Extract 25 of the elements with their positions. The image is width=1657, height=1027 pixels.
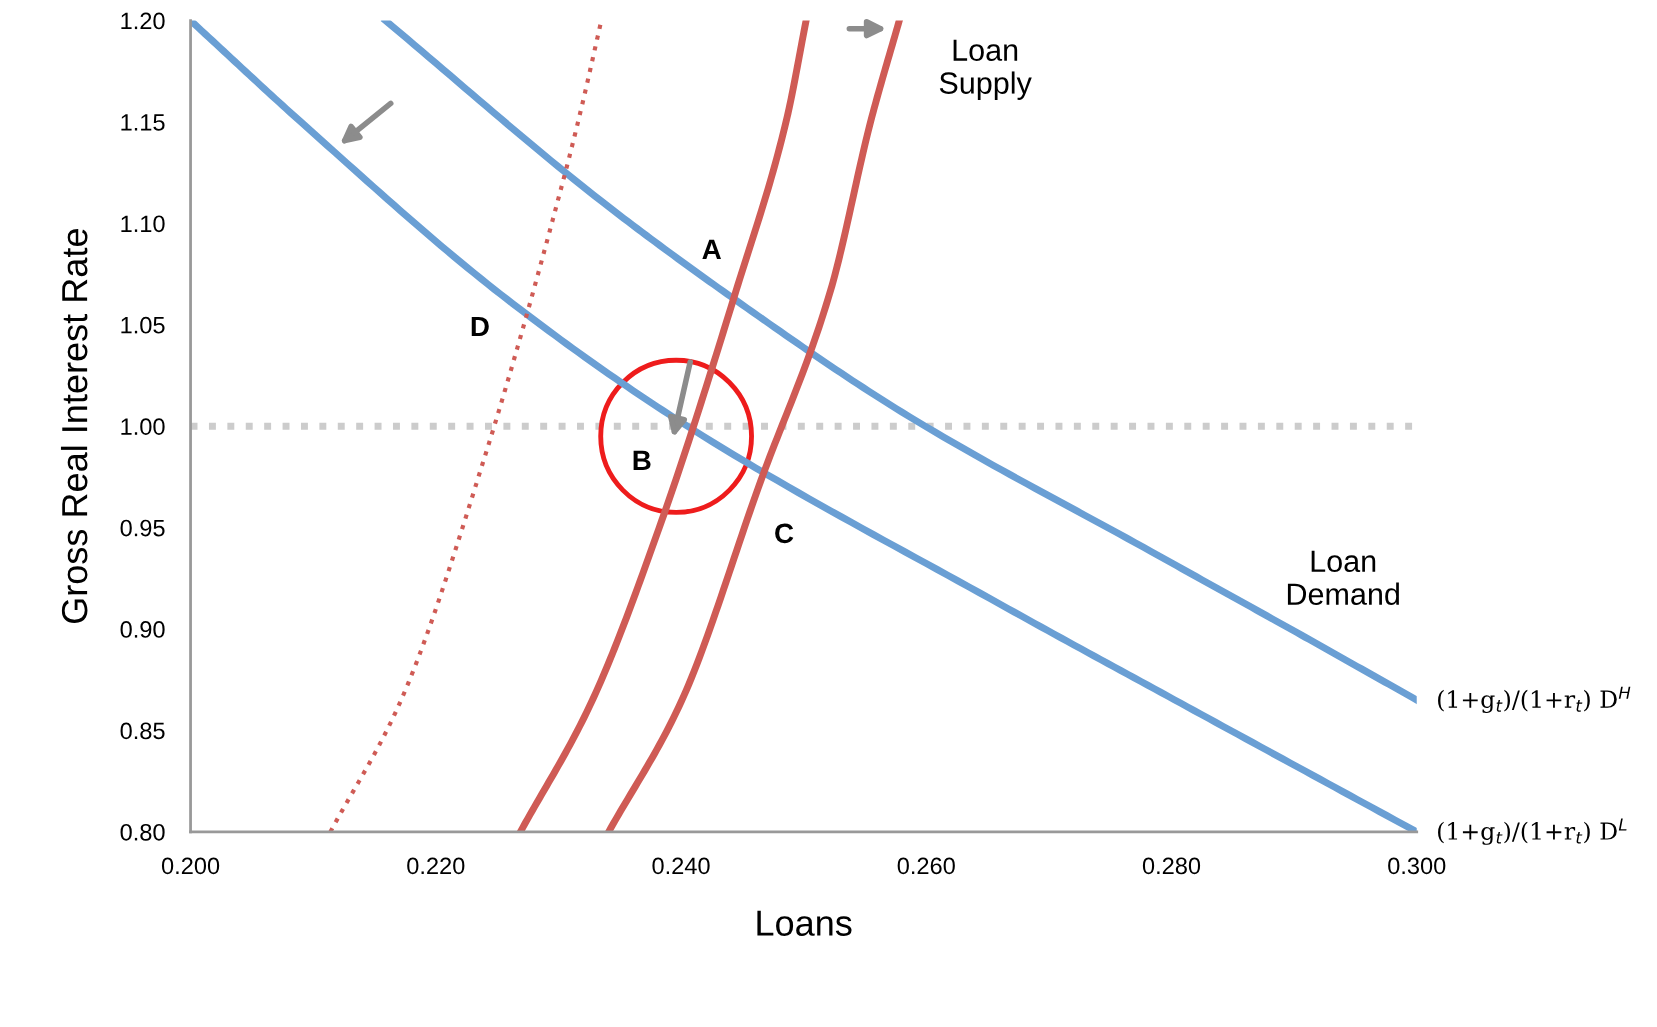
annotation: C <box>775 523 794 544</box>
annotation: D <box>471 316 489 337</box>
annotation: Loan Supply <box>939 39 1032 100</box>
x-tick-label: 0.200 <box>161 857 220 875</box>
y-tick-label: 0.90 <box>120 621 165 638</box>
x-tick-label: 0.300 <box>1388 857 1446 875</box>
x-tick-label: 0.260 <box>897 857 955 875</box>
y-tick-label: 1.00 <box>121 418 165 435</box>
y-tick-label: 1.15 <box>121 114 165 131</box>
y-tick-label: 1.20 <box>121 12 165 30</box>
y-tick-label: 0.95 <box>120 519 165 537</box>
y-axis-title: Gross Real Interest Rate <box>60 229 88 624</box>
series-label: (1+g$_{t}$)/(1+r$_{t}$) D$^{H}$ <box>1438 686 1631 714</box>
series-label: (1+g$_{t}$)/(1+r$_{t}$) D$^{L}$ <box>1438 818 1627 845</box>
annotation: B <box>633 450 651 470</box>
y-tick-label: 0.85 <box>120 722 165 740</box>
x-tick-label: 0.240 <box>652 857 710 875</box>
x-tick-label: 0.280 <box>1142 857 1201 875</box>
y-tick-label: 1.05 <box>121 316 165 334</box>
annotation: A <box>702 239 721 259</box>
x-axis-title: Loans <box>757 910 852 936</box>
y-tick-label: 1.10 <box>121 215 165 233</box>
y-tick-label: 0.80 <box>120 823 165 841</box>
annotation: Loan Demand <box>1287 550 1399 606</box>
x-tick-label: 0.220 <box>407 857 465 875</box>
